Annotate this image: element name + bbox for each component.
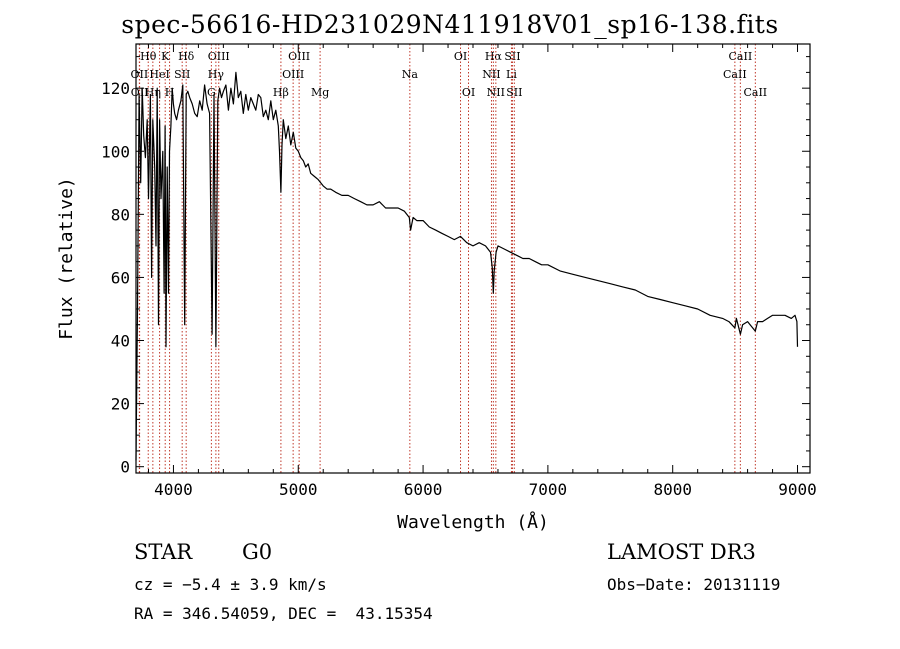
- y-tick-label-1: 20: [111, 395, 130, 414]
- object-subclass: G0: [242, 540, 273, 564]
- x-tick-label-2: 6000: [404, 480, 443, 499]
- y-tick-label-6: 120: [101, 79, 130, 98]
- line-label-0: Hθ: [140, 50, 157, 63]
- line-label-4: Hη: [145, 86, 161, 99]
- redshift-cz: cz = −5.4 ± 3.9 km/s: [134, 575, 327, 594]
- x-tick-label-5: 9000: [778, 480, 817, 499]
- coordinates: RA = 346.54059, DEC = 43.15354: [134, 604, 433, 623]
- line-label-20: NII: [482, 68, 500, 81]
- line-label-23: Li: [506, 68, 517, 81]
- line-label-26: CaII: [723, 68, 747, 81]
- line-label-19: Hα: [485, 50, 503, 63]
- line-label-18: OI: [462, 86, 475, 99]
- line-label-16: Na: [402, 68, 419, 81]
- line-label-8: Hδ: [178, 50, 195, 63]
- line-label-14: OIII: [282, 68, 304, 81]
- x-tick-label-0: 4000: [154, 480, 193, 499]
- line-label-25: CaII: [729, 50, 753, 63]
- y-tick-label-3: 60: [111, 268, 130, 287]
- y-tick-label-0: 0: [120, 458, 130, 477]
- spectrum-series: [135, 71, 799, 461]
- line-label-13: OIII: [288, 50, 310, 63]
- y-tick-label-5: 100: [101, 142, 130, 161]
- y-axis-label: Flux (relative): [56, 177, 77, 340]
- line-label-22: SII: [504, 50, 520, 63]
- line-label-6: SII: [174, 68, 190, 81]
- line-label-27: CaII: [743, 86, 767, 99]
- line-label-17: OI: [454, 50, 467, 63]
- x-axis-label: Wavelength (Å): [397, 511, 549, 533]
- x-tick-label-3: 7000: [529, 480, 568, 499]
- line-label-11: G: [207, 86, 216, 99]
- plot-frame: [135, 43, 811, 474]
- y-tick-label-2: 40: [111, 332, 130, 351]
- line-label-1: OII: [131, 68, 149, 81]
- line-label-2: OII: [131, 86, 149, 99]
- survey-name: LAMOST DR3: [607, 540, 756, 564]
- line-label-15: Mg: [311, 86, 329, 99]
- obs-date: Obs−Date: 20131119: [607, 575, 781, 594]
- line-label-24: SII: [506, 86, 522, 99]
- line-label-7: H: [165, 86, 175, 99]
- spectrum-line: [135, 71, 799, 461]
- y-tick-label-4: 80: [111, 205, 130, 224]
- line-label-9: OIII: [208, 50, 230, 63]
- line-label-21: NII: [487, 86, 505, 99]
- line-label-10: Hγ: [208, 68, 225, 81]
- axis-ticks: 4000 5000 6000 7000 8000 9000 0 20 40 60 80 100 120: [101, 44, 817, 499]
- x-tick-label-1: 5000: [279, 480, 318, 499]
- line-label-12: Hβ: [273, 86, 289, 99]
- x-tick-label-4: 8000: [653, 480, 692, 499]
- line-label-5: K: [161, 50, 170, 63]
- object-class: STAR: [134, 540, 193, 564]
- line-label-3: HeI: [149, 68, 169, 81]
- chart-title: spec-56616-HD231029N411918V01_sp16-138.f…: [121, 10, 779, 39]
